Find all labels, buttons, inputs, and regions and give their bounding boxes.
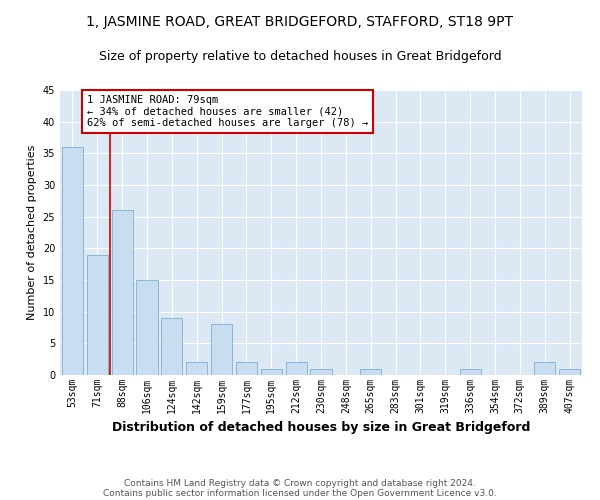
Bar [360,368,381,375]
Bar [161,318,182,375]
Text: Size of property relative to detached houses in Great Bridgeford: Size of property relative to detached ho… [98,50,502,63]
Text: Contains HM Land Registry data © Crown copyright and database right 2024.: Contains HM Land Registry data © Crown c… [124,478,476,488]
Bar [534,362,555,375]
Y-axis label: Number of detached properties: Number of detached properties [27,145,37,320]
Bar [236,362,257,375]
Text: 1 JASMINE ROAD: 79sqm
← 34% of detached houses are smaller (42)
62% of semi-deta: 1 JASMINE ROAD: 79sqm ← 34% of detached … [87,95,368,128]
Bar [310,368,332,375]
Bar [136,280,158,375]
Bar [87,254,108,375]
Bar [186,362,207,375]
X-axis label: Distribution of detached houses by size in Great Bridgeford: Distribution of detached houses by size … [112,422,530,434]
Bar [211,324,232,375]
Bar [460,368,481,375]
Bar [286,362,307,375]
Text: Contains public sector information licensed under the Open Government Licence v3: Contains public sector information licen… [103,488,497,498]
Text: 1, JASMINE ROAD, GREAT BRIDGEFORD, STAFFORD, ST18 9PT: 1, JASMINE ROAD, GREAT BRIDGEFORD, STAFF… [86,15,514,29]
Bar [559,368,580,375]
Bar [112,210,133,375]
Bar [261,368,282,375]
Bar [62,147,83,375]
